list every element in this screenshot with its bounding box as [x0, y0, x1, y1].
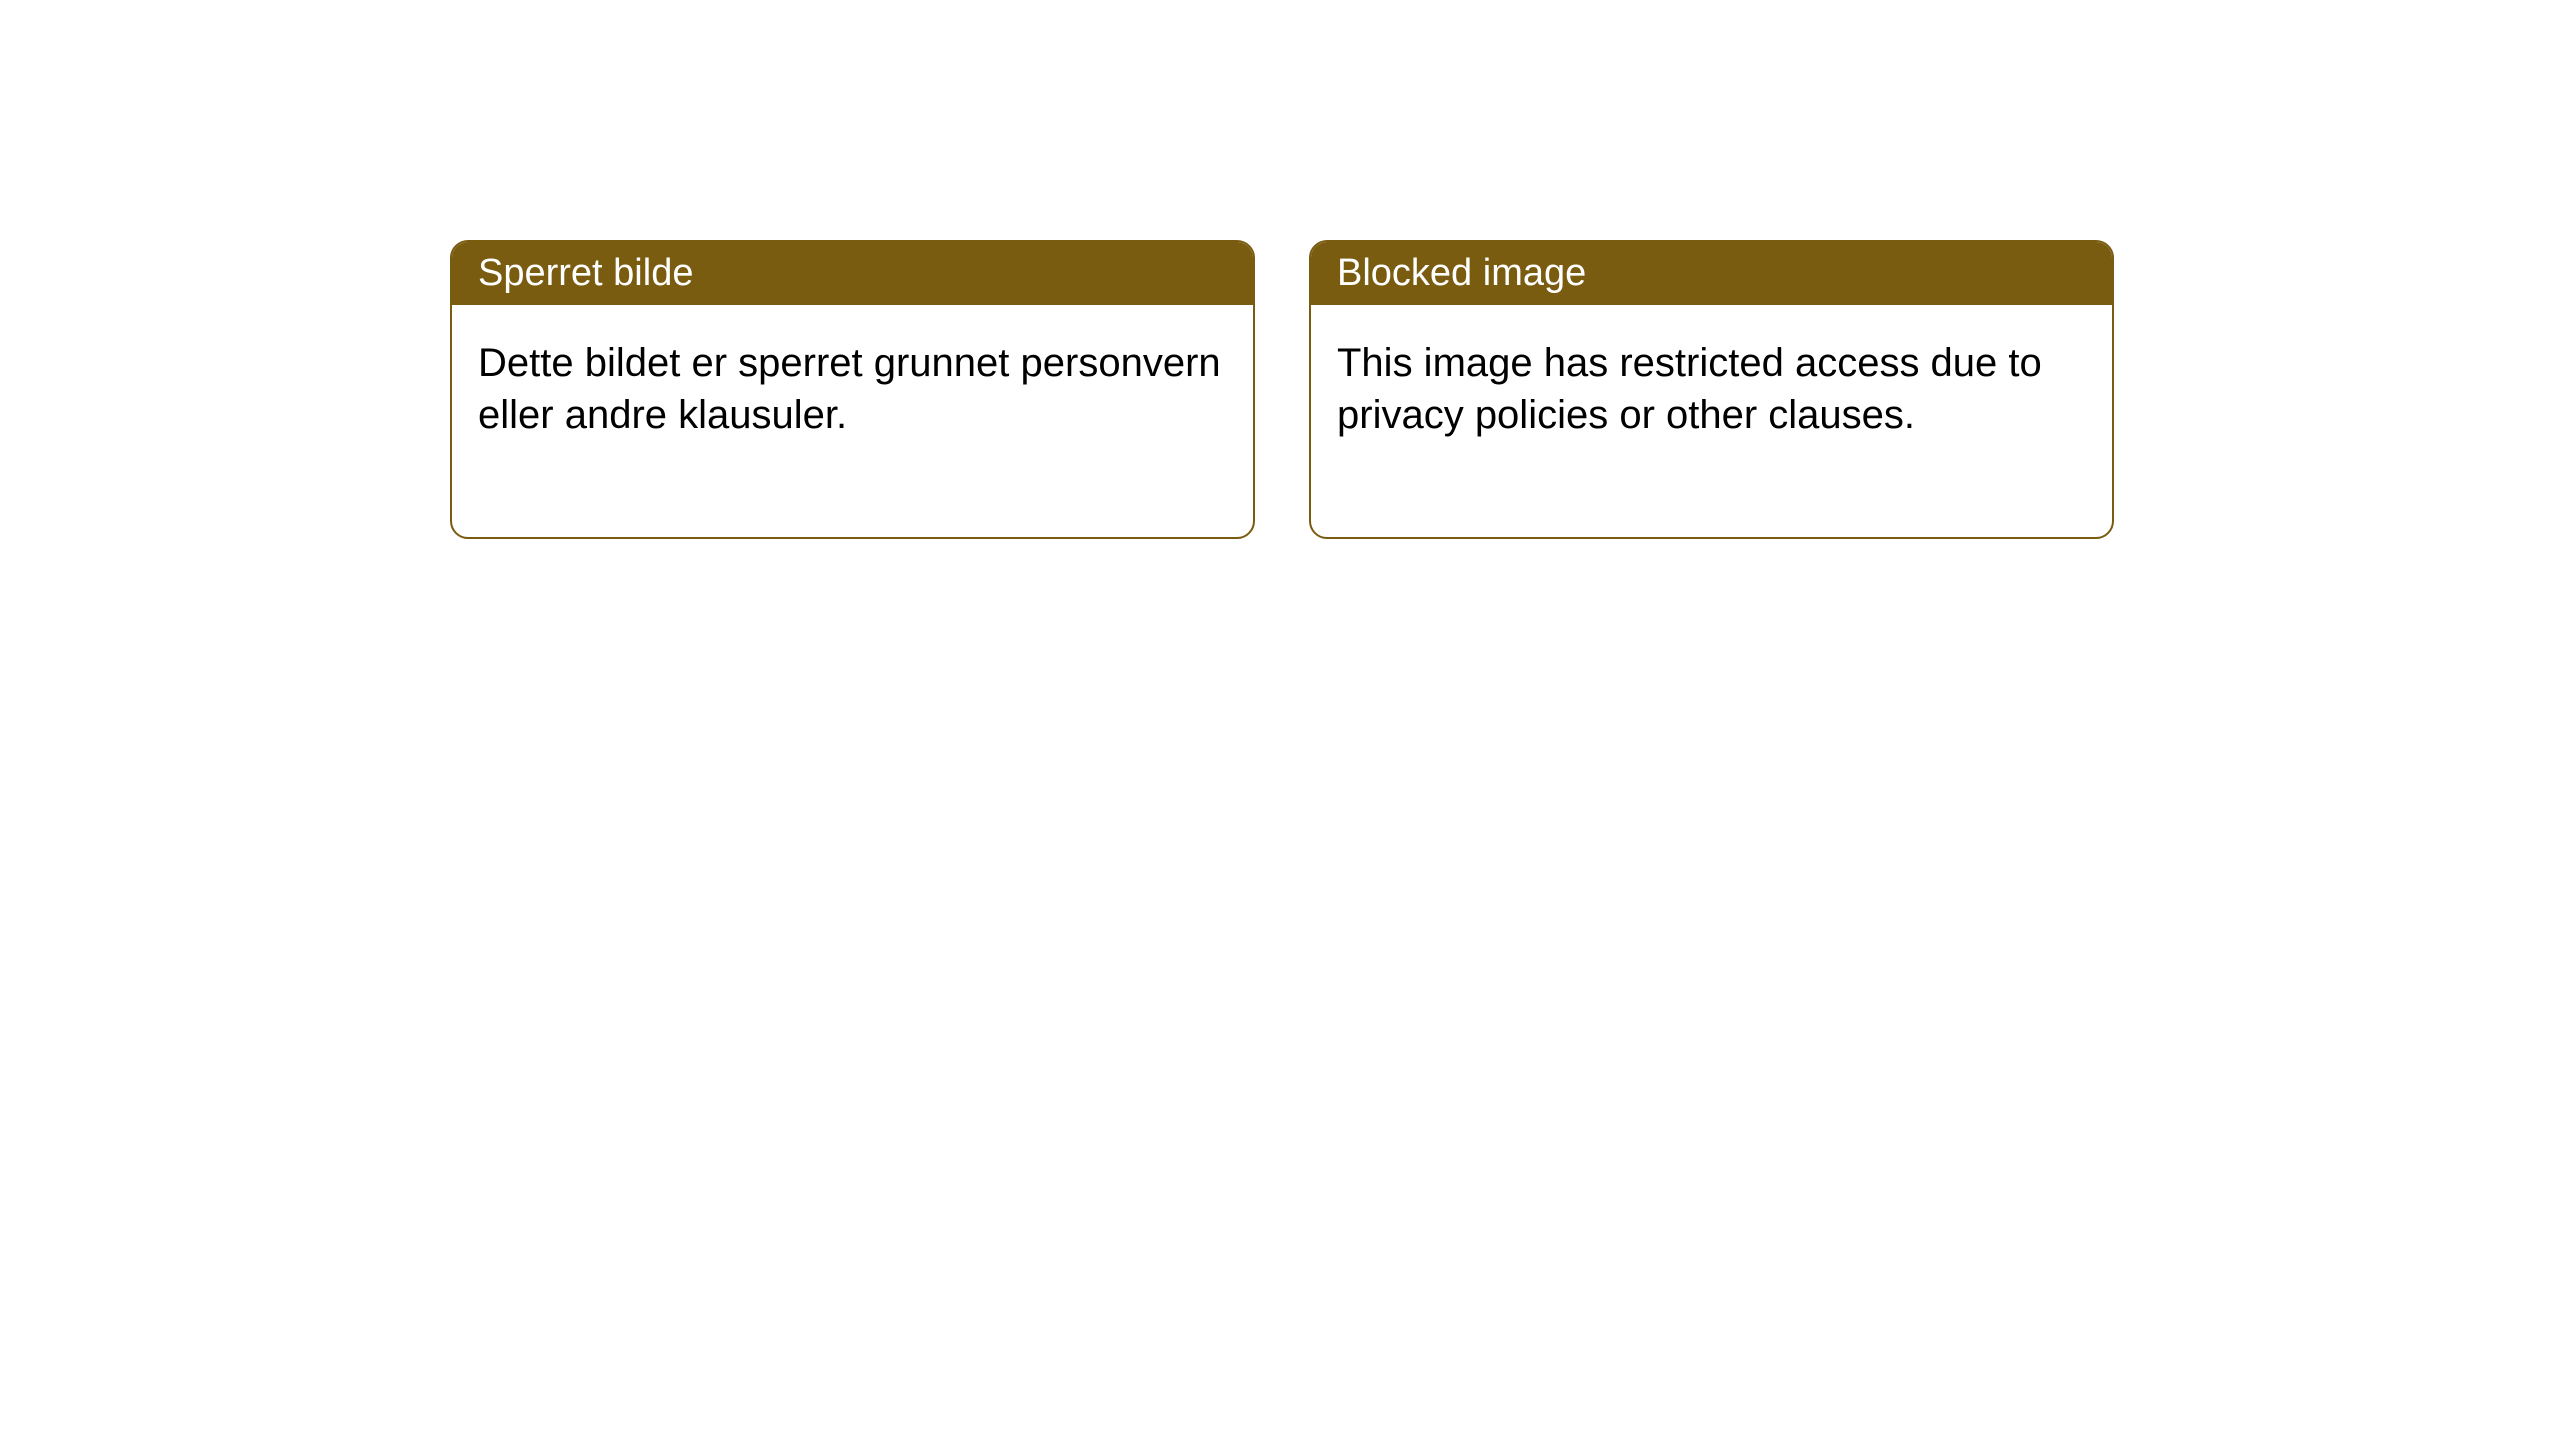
notice-cards-container: Sperret bilde Dette bildet er sperret gr… [450, 240, 2114, 539]
card-title: Blocked image [1337, 252, 1586, 294]
card-title: Sperret bilde [478, 252, 693, 294]
card-body-text: This image has restricted access due to … [1337, 341, 2042, 437]
card-header: Sperret bilde [452, 242, 1253, 305]
card-body: This image has restricted access due to … [1311, 305, 2112, 537]
card-header: Blocked image [1311, 242, 2112, 305]
blocked-image-card-norwegian: Sperret bilde Dette bildet er sperret gr… [450, 240, 1255, 539]
card-body-text: Dette bildet er sperret grunnet personve… [478, 341, 1221, 437]
blocked-image-card-english: Blocked image This image has restricted … [1309, 240, 2114, 539]
card-body: Dette bildet er sperret grunnet personve… [452, 305, 1253, 537]
